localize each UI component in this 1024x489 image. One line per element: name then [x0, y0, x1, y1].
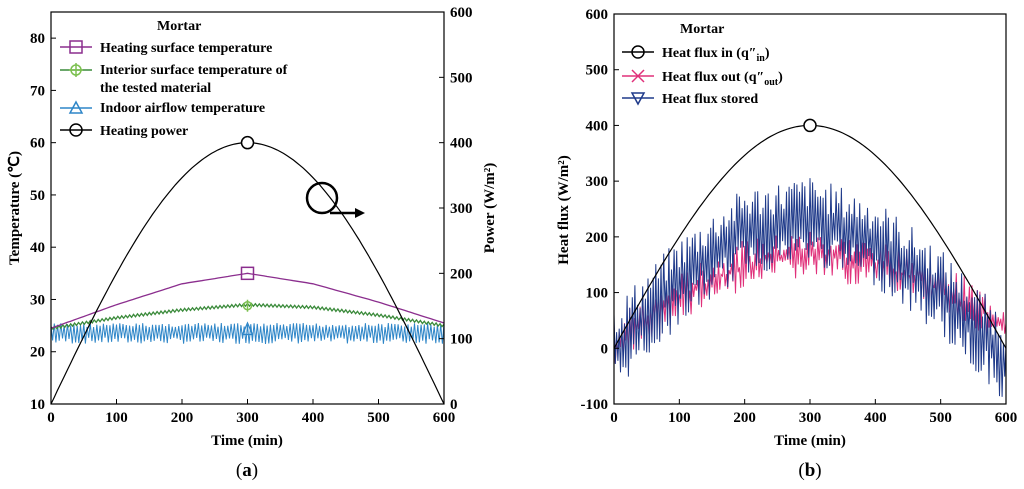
x-tick-label: 600 [995, 410, 1018, 426]
x-tick-label: 400 [864, 410, 887, 426]
panel-a-y-axis: 10 20 30 40 50 60 70 80 [30, 31, 56, 413]
x-tick-label: 100 [668, 410, 691, 426]
y-tick-label: 600 [586, 7, 609, 23]
y-tick-label: 50 [30, 188, 45, 204]
series-line-heating-surface [50, 272, 445, 329]
panel-b-label: (b) [798, 460, 821, 481]
cross-marker-icon [69, 63, 83, 77]
y2-tick-label: 200 [450, 266, 473, 282]
legend-label-indoor-airflow: Indoor airflow temperature [100, 101, 265, 116]
x-tick-label: 0 [610, 410, 618, 426]
panel-b-x-axis: 0 100 200 300 400 500 600 [610, 399, 1017, 426]
right-axis-pointer-icon [305, 181, 365, 218]
y-tick-label: -100 [581, 397, 609, 413]
y-tick-label: 400 [586, 118, 609, 134]
panel-b-chart: 0 100 200 300 400 500 600 -1000100200300400500… [556, 7, 1017, 481]
x-tick-label: 200 [733, 410, 756, 426]
x-tick-label: 200 [171, 410, 194, 426]
series-line-indoor-airflow [50, 322, 445, 344]
x-tick-label: 300 [236, 410, 259, 426]
y-tick-label: 100 [586, 286, 609, 302]
legend-label-heat-flux-out: Heat flux out (q″out) [662, 70, 783, 88]
triangle-down-marker-icon [630, 92, 646, 106]
y-tick-label: 20 [30, 345, 45, 361]
panel-b-legend-title: Mortar [680, 22, 724, 37]
y-tick-label: 10 [30, 397, 45, 413]
legend-label-interior-surface: Interior surface temperature of [100, 63, 288, 78]
circle-marker-icon [631, 45, 645, 59]
x-tick-label: 300 [799, 410, 822, 426]
y2-tick-label: 400 [450, 136, 473, 152]
panel-a-x-label: Time (min) [211, 433, 283, 449]
y-tick-label: 0 [601, 341, 609, 357]
panel-a-y2-axis: 0 100 200 300 400 500 600 [439, 5, 473, 413]
panel-a-y-label: Temperature (℃) [7, 151, 23, 265]
legend-label-heating-surface: Heating surface temperature [100, 41, 272, 56]
panel-a-x-axis: 0 100 200 300 400 500 600 [47, 399, 455, 426]
y2-tick-label: 500 [450, 70, 473, 86]
x-tick-label: 600 [433, 410, 456, 426]
square-marker-icon [69, 40, 83, 54]
y2-tick-label: 300 [450, 201, 473, 217]
y-tick-label: 300 [586, 174, 609, 190]
x-tick-label: 500 [929, 410, 952, 426]
panel-a-y2-label: Power (W/m²) [482, 163, 498, 253]
panel-a-plot-area [50, 135, 445, 405]
data-marker-indoor-airflow [241, 321, 254, 336]
y2-tick-label: 0 [450, 397, 458, 413]
y-tick-label: 40 [30, 240, 45, 256]
y-tick-label: 80 [30, 31, 45, 47]
legend-label-heat-flux-stored: Heat flux stored [662, 92, 758, 107]
data-marker-heating-power [240, 135, 255, 150]
y2-tick-label: 100 [450, 332, 473, 348]
triangle-marker-icon [68, 100, 84, 114]
data-marker-heating-surface [240, 266, 255, 281]
panel-a-label: (a) [236, 460, 258, 481]
panel-b-legend: Mortar Heat flux in (q″in) Heat flux out… [622, 22, 783, 107]
x-tick-label: 0 [47, 410, 55, 426]
legend-label-heating-power: Heating power [100, 124, 188, 139]
panel-a-legend: Mortar Heating surface temperature Inter… [60, 19, 288, 139]
panel-b-y-label: Heat flux (W/m²) [556, 155, 572, 264]
y-tick-label: 60 [30, 136, 45, 152]
panel-b-y-axis: -100 0 100 200 300 400 500 600 [581, 7, 619, 413]
x-tick-label: 500 [367, 410, 390, 426]
legend-label-heat-flux-in: Heat flux in (q″in) [662, 46, 770, 64]
circle-marker-icon [69, 123, 83, 137]
y-tick-label: 70 [30, 83, 45, 99]
data-marker-heat-flux-in [803, 118, 817, 133]
panel-b-plot-area [613, 118, 1007, 397]
y-tick-label: 200 [586, 230, 609, 246]
x-marker-icon [631, 69, 645, 83]
panel-b-x-label: Time (min) [774, 433, 846, 449]
y2-tick-label: 600 [450, 5, 473, 21]
legend-label-interior-surface-line2: the tested material [100, 81, 211, 96]
y-tick-label: 500 [586, 63, 609, 79]
panel-a-legend-title: Mortar [157, 19, 201, 34]
y-tick-label: 30 [30, 292, 45, 308]
series-line-heat-flux-stored [613, 178, 1007, 397]
x-tick-label: 400 [302, 410, 325, 426]
x-tick-label: 100 [105, 410, 128, 426]
